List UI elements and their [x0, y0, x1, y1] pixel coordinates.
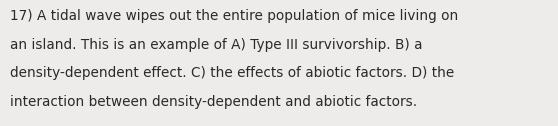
- Text: density-dependent effect. C) the effects of abiotic factors. D) the: density-dependent effect. C) the effects…: [10, 66, 454, 80]
- Text: 17) A tidal wave wipes out the entire population of mice living on: 17) A tidal wave wipes out the entire po…: [10, 9, 458, 23]
- Text: an island. This is an example of A) Type III survivorship. B) a: an island. This is an example of A) Type…: [10, 38, 422, 52]
- Text: interaction between density-dependent and abiotic factors.: interaction between density-dependent an…: [10, 95, 417, 109]
